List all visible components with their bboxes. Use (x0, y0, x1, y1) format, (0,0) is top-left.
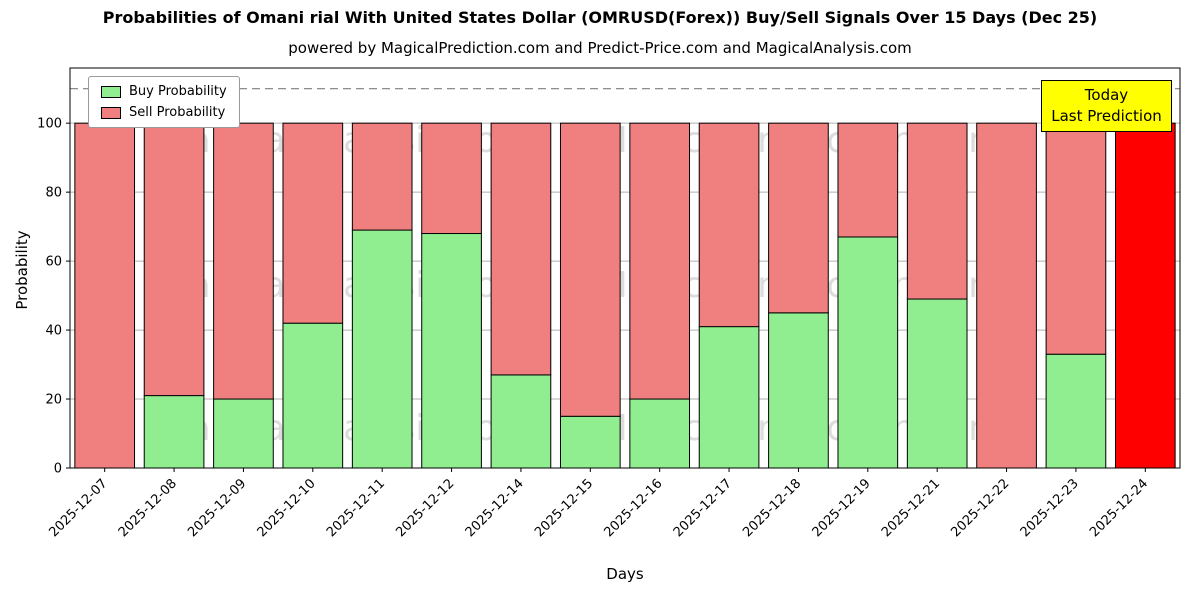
svg-text:20: 20 (45, 393, 62, 408)
svg-text:2025-12-22: 2025-12-22 (948, 476, 1012, 540)
svg-text:2025-12-16: 2025-12-16 (601, 476, 665, 540)
svg-text:2025-12-23: 2025-12-23 (1018, 476, 1082, 540)
legend-item-sell: Sell Probability (101, 105, 227, 120)
svg-text:2025-12-19: 2025-12-19 (810, 476, 874, 540)
legend-label-sell: Sell Probability (129, 105, 226, 120)
svg-text:2025-12-08: 2025-12-08 (116, 476, 180, 540)
svg-text:80: 80 (45, 186, 62, 201)
legend: Buy Probability Sell Probability (88, 76, 240, 128)
svg-text:2025-12-09: 2025-12-09 (185, 476, 249, 540)
today-annotation-line1: Today (1084, 86, 1129, 104)
legend-label-buy: Buy Probability (129, 84, 227, 99)
svg-text:2025-12-17: 2025-12-17 (671, 476, 735, 540)
svg-text:2025-12-24: 2025-12-24 (1087, 476, 1151, 540)
buy-swatch (101, 85, 121, 98)
x-axis-label: Days (606, 565, 644, 583)
svg-text:2025-12-14: 2025-12-14 (463, 476, 527, 540)
y-axis-label: Probability (13, 230, 31, 310)
sell-swatch (101, 106, 121, 119)
svg-text:2025-12-15: 2025-12-15 (532, 476, 596, 540)
svg-text:2025-12-18: 2025-12-18 (740, 476, 804, 540)
svg-text:60: 60 (45, 255, 62, 270)
svg-text:2025-12-07: 2025-12-07 (46, 476, 110, 540)
today-annotation: Today Last Prediction (1041, 80, 1172, 132)
today-annotation-line2: Last Prediction (1051, 107, 1162, 125)
svg-text:0: 0 (54, 462, 62, 477)
svg-text:100: 100 (37, 117, 62, 132)
svg-text:2025-12-21: 2025-12-21 (879, 476, 943, 540)
chart-subtitle: powered by MagicalPrediction.com and Pre… (288, 39, 912, 57)
svg-text:2025-12-10: 2025-12-10 (255, 476, 319, 540)
chart-title: Probabilities of Omani rial With United … (102, 8, 1098, 27)
svg-text:2025-12-11: 2025-12-11 (324, 476, 388, 540)
legend-item-buy: Buy Probability (101, 84, 227, 99)
svg-text:40: 40 (45, 324, 62, 339)
svg-text:2025-12-12: 2025-12-12 (393, 476, 457, 540)
